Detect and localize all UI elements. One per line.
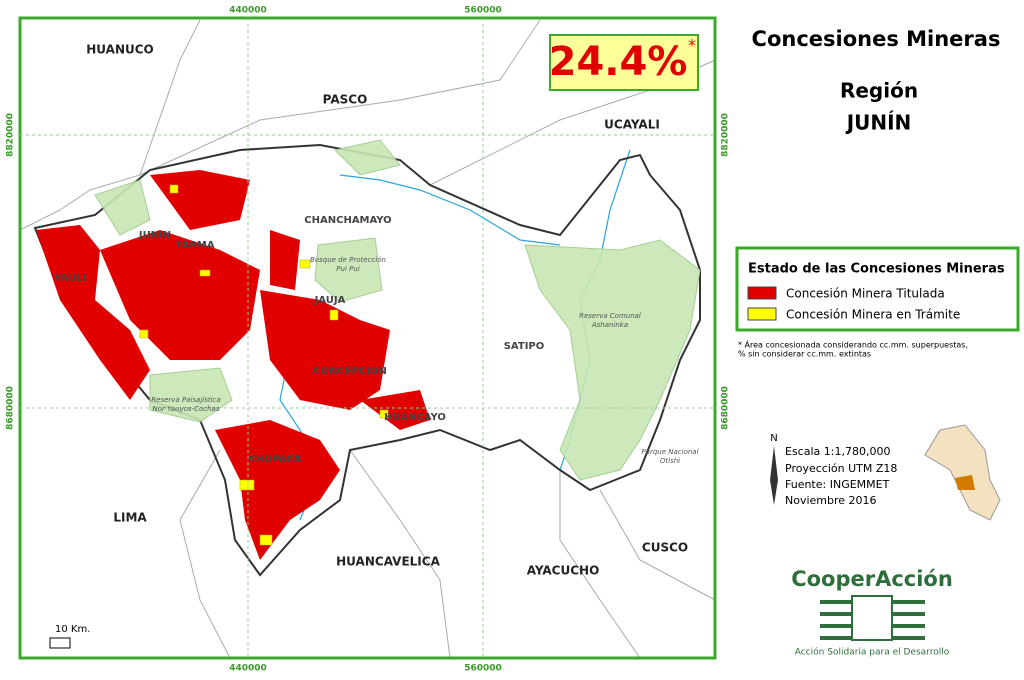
protected-areas [94, 139, 701, 481]
protected-area-label: Ashaninka [591, 321, 628, 329]
logo-tagline: Acción Solidaria para el Desarrollo [795, 647, 950, 658]
junin-inset [955, 475, 975, 490]
protected-area-label: Bosque de Protección [310, 256, 386, 264]
legend-title: Estado de las Concesiones Mineras [748, 262, 1005, 277]
grid-label: 560000 [464, 664, 502, 674]
region-label: LIMA [113, 511, 147, 525]
province-label: SATIPO [504, 341, 545, 352]
grid-label: 8680000 [721, 386, 731, 430]
province-label: HUANCAYO [384, 412, 446, 423]
percentage-note: * [688, 36, 696, 55]
percentage: 24.4% [549, 39, 688, 85]
titled-concessions [36, 170, 430, 560]
province-label: JAUJA [314, 295, 346, 306]
scale-bar [49, 637, 71, 649]
region-label: AYACUCHO [527, 564, 600, 578]
department-boundaries [19, 19, 716, 659]
scale-label: 10 Km. [55, 624, 90, 635]
protected-area-label: Nor Yauyos-Cochas [153, 405, 220, 413]
grid-label: 8820000 [6, 113, 16, 157]
graticule [20, 18, 715, 658]
province-label: CONCEPCION [313, 366, 387, 377]
region-label: PASCO [323, 93, 368, 107]
legend-item: Concesión Minera Titulada [786, 287, 945, 301]
title: Región [840, 79, 918, 103]
province-label: JUNIN [138, 230, 171, 241]
region-label: HUANUCO [86, 43, 154, 57]
pending-concessions [139, 184, 389, 546]
logo-name: CooperAcción [791, 567, 953, 591]
map-frame [18, 16, 717, 660]
province-label: YAULI [53, 273, 86, 284]
junin-boundary [33, 143, 701, 577]
protected-area-label: Reserva Comunal [579, 312, 641, 320]
province-label: CHUPACA [248, 454, 301, 465]
peru-inset [924, 424, 1001, 521]
region-label: UCAYALI [604, 118, 660, 132]
north-arrow [770, 446, 778, 505]
legend-swatch [747, 286, 777, 300]
title: JUNÍN [845, 111, 912, 135]
region-label: HUANCAVELICA [336, 555, 440, 569]
legend-box [735, 246, 1020, 332]
province-label: TARMA [175, 240, 214, 251]
protected-area-label: Reserva Paisajística [151, 396, 220, 404]
grid-label: 8680000 [6, 386, 16, 430]
map-info: Fuente: INGEMMET [785, 478, 890, 491]
protected-area-label: Otishi [660, 457, 680, 465]
legend-swatch [747, 307, 777, 321]
grid-label: 440000 [229, 664, 267, 674]
map-info: Proyección UTM Z18 [785, 462, 897, 475]
logo-icon [851, 595, 893, 641]
north-label: N [770, 433, 777, 444]
footnote: * Área concesionada considerando cc.mm. … [738, 339, 968, 350]
map-info: Noviembre 2016 [785, 494, 877, 507]
legend-item: Concesión Minera en Trámite [786, 308, 960, 322]
province-label: CHANCHAMAYO [304, 215, 391, 226]
map-info: Escala 1:1,780,000 [785, 445, 890, 458]
protected-area-label: Parque Nacional [641, 448, 698, 456]
grid-label: 8820000 [721, 113, 731, 157]
region-label: CUSCO [642, 541, 688, 555]
title: Concesiones Mineras [752, 27, 1001, 51]
grid-label: 560000 [464, 6, 502, 16]
percentage-box [549, 34, 699, 91]
footnote: % sin considerar cc.mm. extintas [738, 350, 871, 359]
protected-area-label: Pui Pui [336, 265, 359, 273]
grid-label: 440000 [229, 6, 267, 16]
